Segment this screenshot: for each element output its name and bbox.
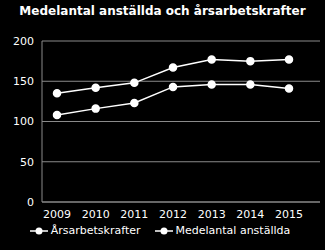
svg-text:200: 200 [13, 35, 34, 48]
svg-text:2011: 2011 [120, 208, 148, 221]
svg-text:2010: 2010 [82, 208, 110, 221]
svg-text:2013: 2013 [198, 208, 226, 221]
svg-text:150: 150 [13, 75, 34, 88]
svg-text:50: 50 [20, 156, 34, 169]
html-text:Medelantal anställda och årsar: Medelantal anställda och årsarbetskrafte… [19, 4, 306, 18]
svg-text:100: 100 [13, 115, 34, 128]
svg-text:2012: 2012 [159, 208, 187, 221]
html-text:Årsarbetskrafter: Årsarbetskrafter [50, 224, 141, 237]
svg-text:2014: 2014 [236, 208, 264, 221]
svg-text:2015: 2015 [275, 208, 303, 221]
html-text:Medelantal anställda: Medelantal anställda [175, 224, 291, 237]
svg-text:0: 0 [27, 196, 34, 209]
svg-text:2009: 2009 [43, 208, 71, 221]
